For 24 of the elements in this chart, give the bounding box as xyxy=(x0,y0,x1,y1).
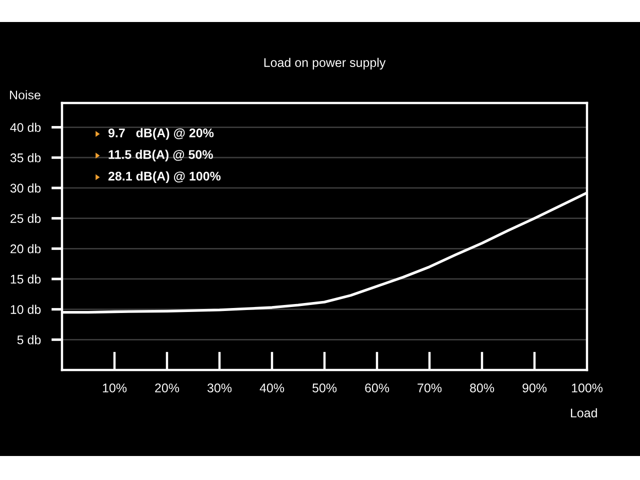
x-tick-label: 40% xyxy=(260,384,284,392)
x-axis-title: Load xyxy=(570,408,597,418)
x-tick-label: 60% xyxy=(365,384,390,392)
y-tick-label: 15 db xyxy=(10,274,41,284)
x-tick-label: 80% xyxy=(470,384,494,392)
x-tick-label: 90% xyxy=(522,384,547,392)
chart-title: Load on power supply xyxy=(264,58,386,70)
y-tick-label: 20 db xyxy=(10,244,41,254)
annotation: 28.1 dB(A) @ 100% xyxy=(108,171,221,184)
x-tick-label: 10% xyxy=(102,384,127,392)
x-tick-label: 50% xyxy=(312,384,337,392)
x-tick-label: 70% xyxy=(418,384,442,392)
x-tick-label: 30% xyxy=(207,384,232,392)
x-tick-label: 20% xyxy=(155,384,180,392)
annotation: 11.5 dB(A) @ 50% xyxy=(108,150,213,162)
y-tick-label: 5 db xyxy=(17,335,41,344)
y-tick-label: 30 db xyxy=(10,183,41,193)
x-tick-label: 100% xyxy=(572,384,603,392)
y-tick-label: 35 db xyxy=(10,153,41,162)
y-axis-title: Noise xyxy=(10,90,40,100)
annotation: 9.7 dB(A) @ 20% xyxy=(108,128,214,140)
y-tick-label: 10 db xyxy=(10,304,41,314)
y-tick-label: 40 db xyxy=(10,122,41,132)
y-tick-label: 25 db xyxy=(10,214,41,223)
